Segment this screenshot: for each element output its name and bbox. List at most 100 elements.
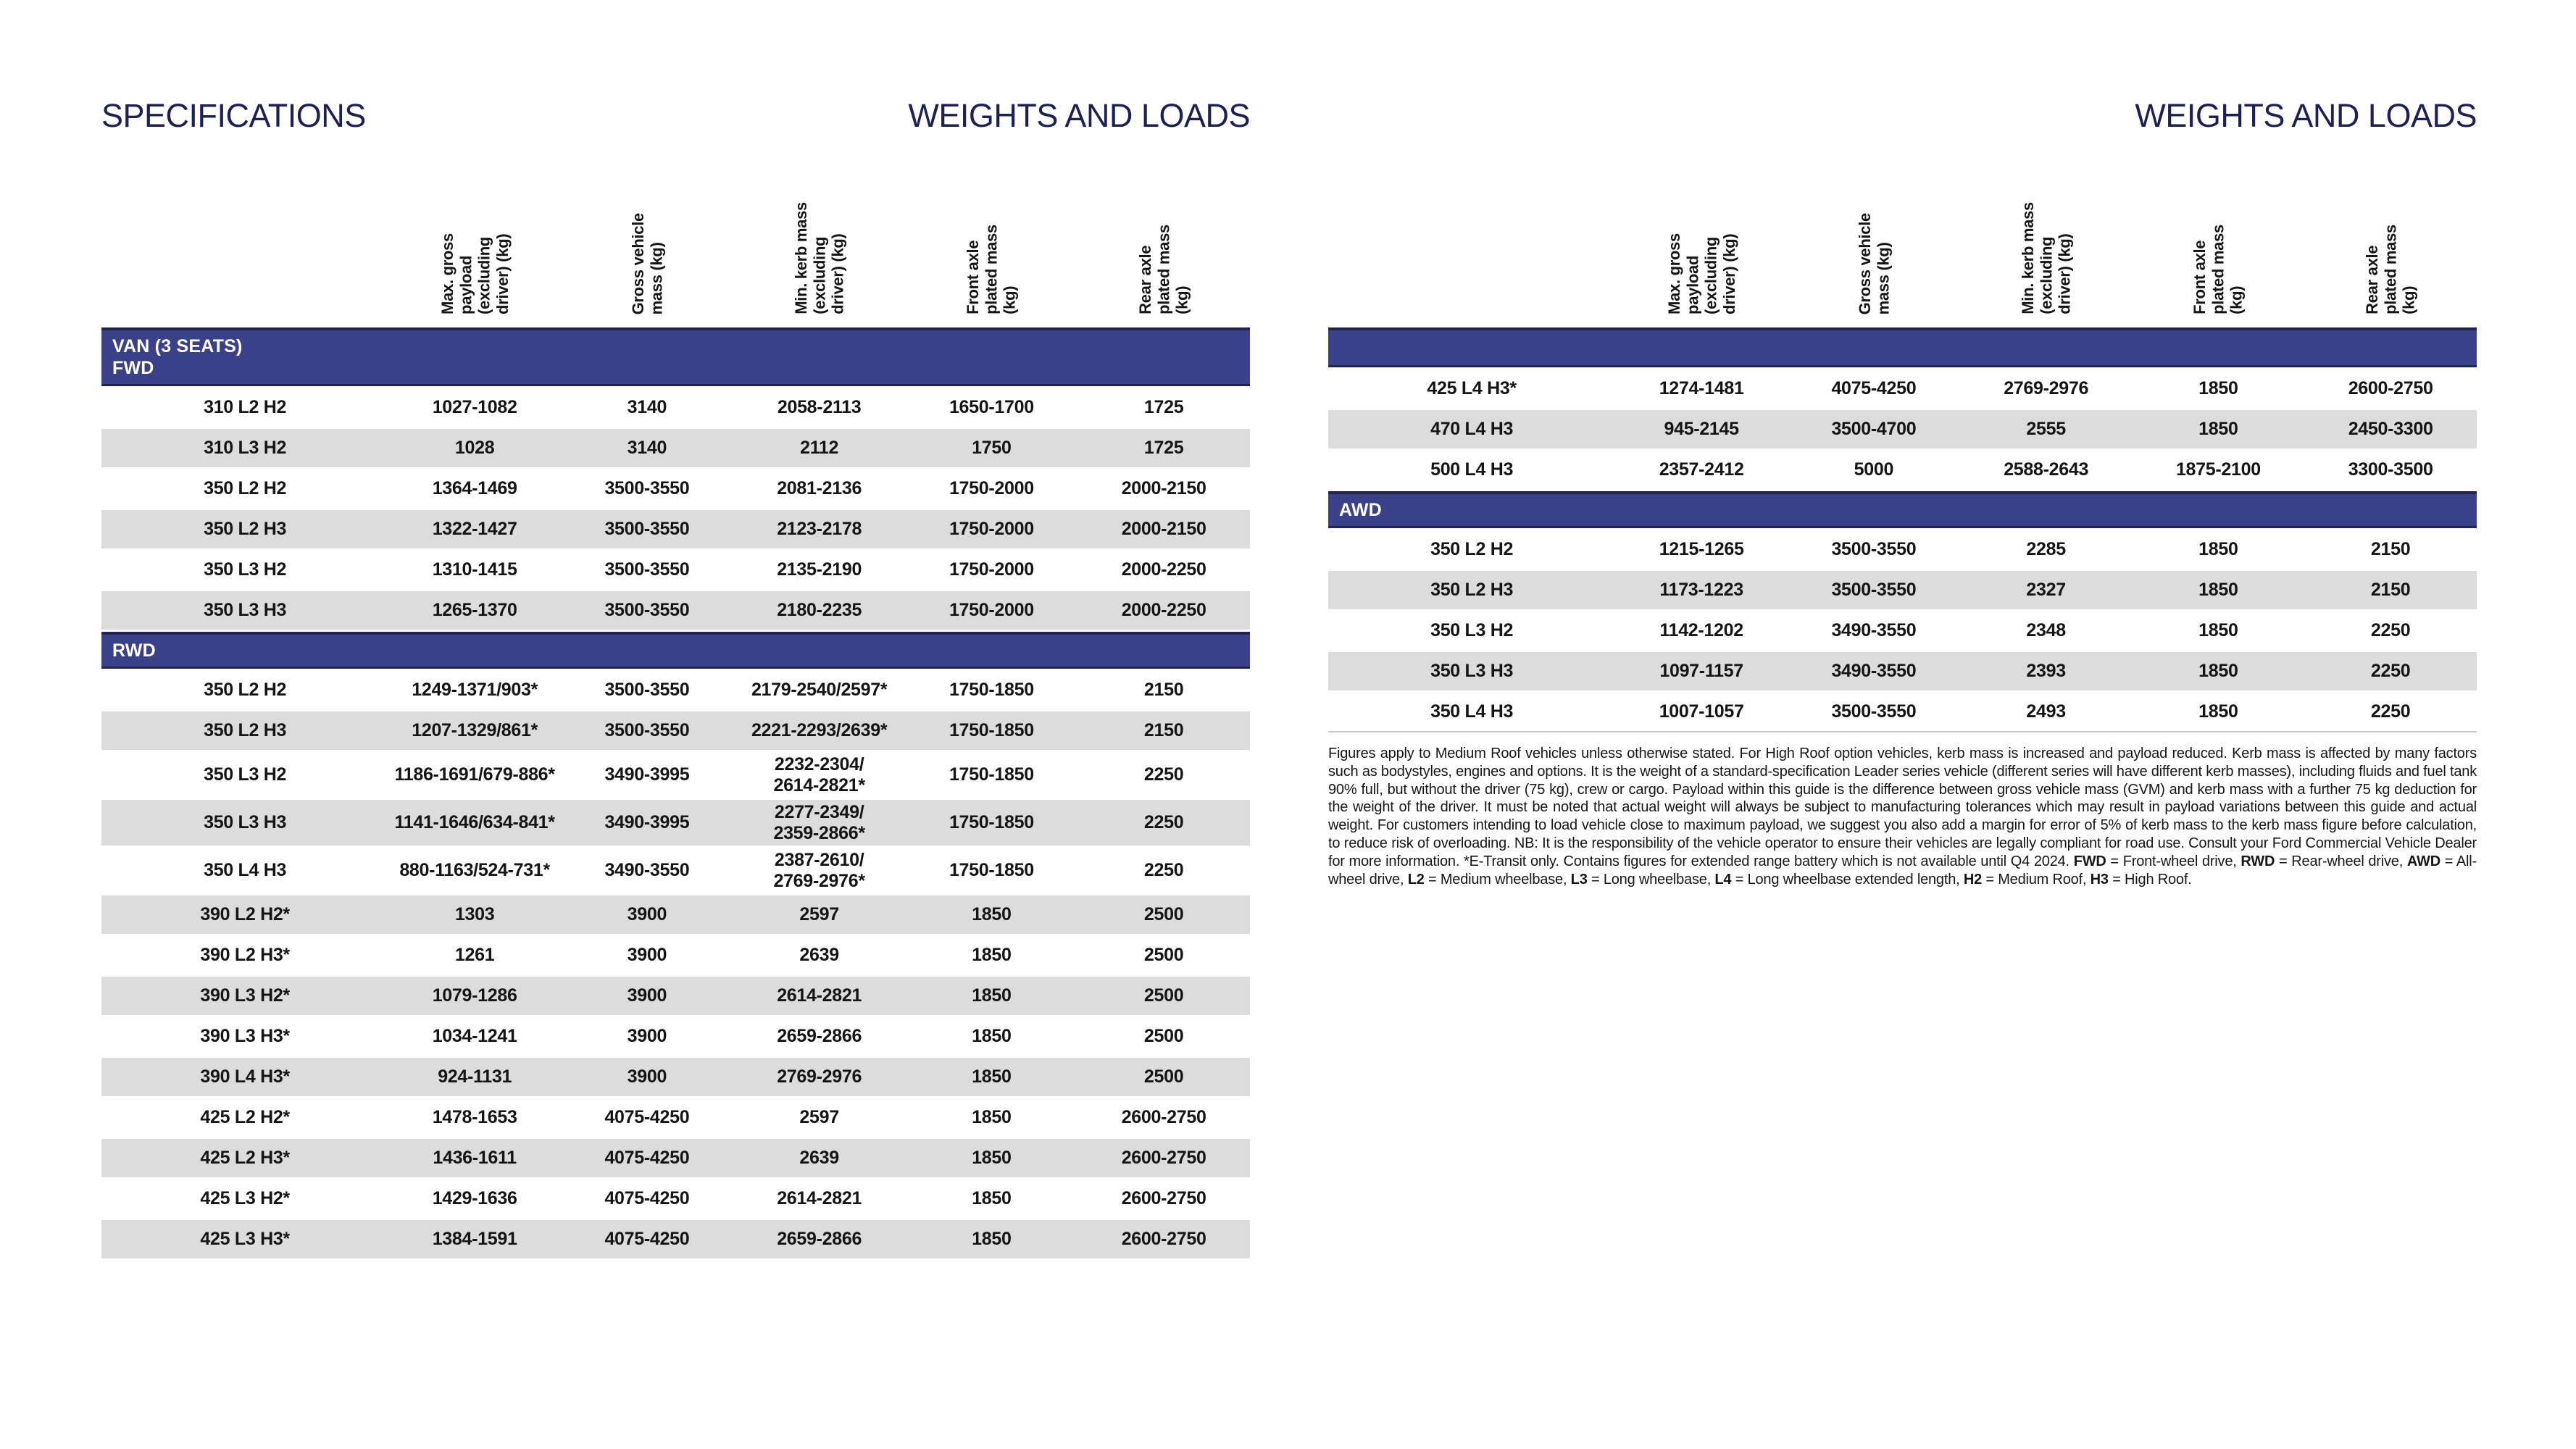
page-title-weights-and-loads: WEIGHTS AND LOADS [908,97,1250,134]
cell-value: 1141-1646/634-841* [388,800,561,845]
cell-value: 1186-1691/679-886* [388,752,561,798]
table-row: 310 L2 H2 1027-1082 3140 2058-2113 1650-1700… [101,388,1250,427]
cell-model: 390 L4 H3* [101,1058,389,1096]
footnote-text: = Medium wheelbase, [1424,871,1571,888]
cell-model: 350 L2 H2 [1328,530,1616,569]
cell-model: 350 L2 H2 [101,671,389,709]
table-row: 350 L4 H3 1007-1057 3500-3550 2493 1850 2250 [1328,693,2477,732]
cell-value: 3900 [561,1017,733,1056]
cell-value: 1850 [2132,369,2305,408]
footnote-term: FWD [2073,853,2106,869]
cell-value: 2597 [733,1098,906,1137]
cell-value: 2221-2293/2639* [733,711,906,750]
footnote-text: = Medium Roof, [1982,871,2091,888]
footnote-term: L4 [1714,871,1732,888]
cell-value: 1850 [2132,530,2305,569]
cell-value: 1750-1850 [905,752,1078,798]
cell-value: 2150 [2304,530,2477,569]
table-row: 390 L2 H3* 1261 3900 2639 1850 2500 [101,936,1250,974]
cell-value: 3490-3550 [561,848,733,893]
cell-value: 1750-1850 [905,711,1078,750]
cell-value: 1850 [2132,693,2305,732]
cell-value: 1034-1241 [388,1017,561,1056]
cell-value: 2150 [2304,571,2477,609]
table-row: 350 L2 H3 1207-1329/861* 3500-3550 2221-229… [101,711,1250,750]
table-row: 390 L3 H3* 1034-1241 3900 2659-2866 1850 2500 [101,1017,1250,1056]
cell-model: 350 L2 H3 [101,711,389,750]
cell-value: 3140 [561,388,733,427]
cell-model: 390 L2 H3* [101,936,389,974]
footnote-term: H2 [1963,871,1983,888]
column-header: Front axle plated mass (kg) [964,225,1020,314]
table-body: 425 L4 H3* 1274-1481 4075-4250 2769-2976 185… [1328,327,2477,732]
cell-value: 1429-1636 [388,1179,561,1218]
footnote-text: Figures apply to Medium Roof vehicles un… [1328,746,2477,869]
table-row: 350 L3 H2 1310-1415 3500-3550 2135-2190 1750… [101,551,1250,589]
cell-value: 2081-2136 [733,469,906,508]
cell-value: 1265-1370 [388,591,561,630]
cell-value: 1215-1265 [1615,530,1788,569]
cell-value: 2500 [1077,1017,1250,1056]
cell-value: 1384-1591 [388,1220,561,1258]
footnote-text: = Long wheelbase extended length, [1731,871,1964,888]
cell-value: 1027-1082 [388,388,561,427]
cell-value: 1097-1157 [1615,652,1788,690]
cell-value: 3490-3995 [561,800,733,845]
cell-value: 2450-3300 [2304,410,2477,448]
cell-value: 1750-2000 [905,510,1078,548]
cell-value: 3500-3550 [561,591,733,630]
section-header-row: VAN (3 SEATS) FWD [101,327,1250,386]
cell-value: 1142-1202 [1615,611,1788,650]
section-header: VAN (3 SEATS) FWD [101,327,1250,386]
cell-value: 1750 [905,429,1078,467]
cell-value: 1850 [2132,410,2305,448]
table-row: 470 L4 H3 945-2145 3500-4700 2555 1850 2450-3… [1328,410,2477,448]
cell-value: 1650-1700 [905,388,1078,427]
cell-value: 2500 [1077,936,1250,974]
section-header-row: RWD [101,632,1250,669]
footnote-text: = All-wheel drive, [1328,853,2477,888]
cell-value: 3500-3550 [561,711,733,750]
cell-model: 350 L3 H3 [101,800,389,845]
cell-value: 2123-2178 [733,510,906,548]
weights-table: Max. gross payload (excluding driver) (k… [101,194,1250,1261]
cell-value: 1850 [905,1017,1078,1056]
cell-value: 3900 [561,1058,733,1096]
cell-value: 3500-3550 [561,671,733,709]
table-row: 350 L4 H3 880-1163/524-731* 3490-3550 2387-… [101,848,1250,893]
cell-value: 2232-2304/ 2614-2821* [733,752,906,798]
weights-table-left-mount: Max. gross payload (excluding driver) (k… [101,194,1250,1261]
cell-value: 1750-2000 [905,591,1078,630]
cell-value: 2659-2866 [733,1220,906,1258]
table-row: 390 L3 H2* 1079-1286 3900 2614-2821 1850 2500 [101,977,1250,1015]
page-title-weights-and-loads: WEIGHTS AND LOADS [2135,97,2477,134]
cell-value: 3500-3550 [561,469,733,508]
cell-value: 3900 [561,977,733,1015]
table-row: 350 L2 H2 1215-1265 3500-3550 2285 1850 2150 [1328,530,2477,569]
table-row: 425 L2 H3* 1436-1611 4075-4250 2639 1850 2600… [101,1139,1250,1177]
cell-value: 2180-2235 [733,591,906,630]
footnote: Figures apply to Medium Roof vehicles un… [1328,745,2477,888]
cell-value: 2614-2821 [733,977,906,1015]
right-titlebar: WEIGHTS AND LOADS [1328,97,2477,135]
cell-value: 2357-2412 [1615,451,1788,489]
cell-value: 1207-1329/861* [388,711,561,750]
cell-value: 2639 [733,936,906,974]
cell-value: 1007-1057 [1615,693,1788,732]
cell-model: 425 L2 H3* [101,1139,389,1177]
cell-model: 390 L3 H3* [101,1017,389,1056]
table-row: 500 L4 H3 2357-2412 5000 2588-2643 1875-2100… [1328,451,2477,489]
footnote-term: L2 [1407,871,1425,888]
cell-value: 4075-4250 [561,1220,733,1258]
cell-value: 2500 [1077,895,1250,934]
section-header [1328,327,2477,367]
cell-model: 425 L3 H2* [101,1179,389,1218]
cell-value: 945-2145 [1615,410,1788,448]
cell-value: 1850 [905,1220,1078,1258]
cell-value: 2135-2190 [733,551,906,589]
table-row: 425 L3 H3* 1384-1591 4075-4250 2659-2866 185… [101,1220,1250,1258]
cell-value: 4075-4250 [561,1139,733,1177]
table-row: 350 L3 H3 1097-1157 3490-3550 2393 1850 2250 [1328,652,2477,690]
cell-value: 1750-1850 [905,671,1078,709]
